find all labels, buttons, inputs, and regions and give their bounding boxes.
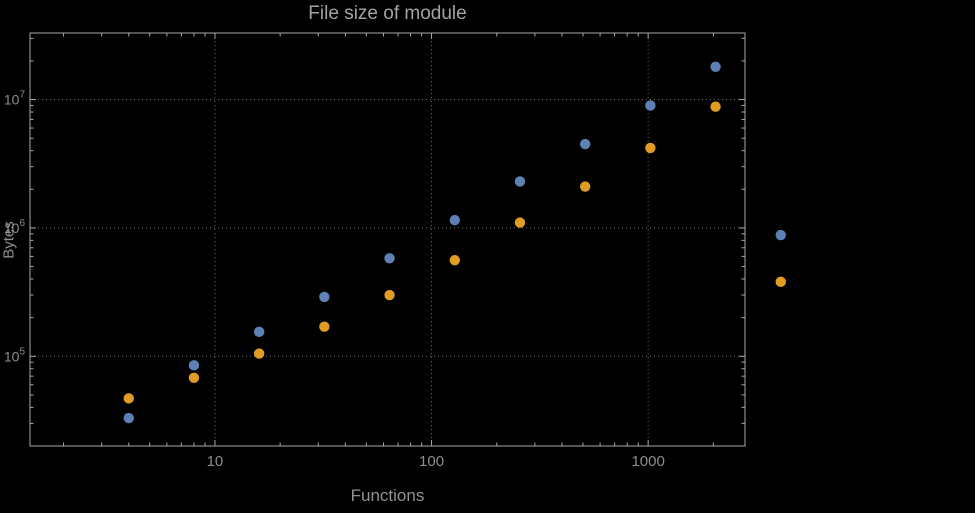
data-point-series-2-orange-x4096: [775, 276, 786, 288]
data-point-series-2-orange-x512: [579, 181, 591, 192]
x-tick-label-10: 10: [207, 453, 224, 470]
x-axis-label: Functions: [350, 486, 425, 505]
data-point-series-2-orange-x2048: [710, 101, 721, 112]
data-point-series-2-orange-x16: [253, 348, 265, 359]
data-point-series-2-orange-x32: [319, 321, 330, 332]
data-point-series-2-orange-x256: [514, 217, 526, 228]
data-point-series-1-blue-x16: [253, 326, 265, 338]
data-point-series-1-blue-x128: [449, 214, 460, 226]
x-tick-label-1000: 1000: [631, 453, 664, 470]
data-point-series-1-blue-x1024: [645, 100, 656, 111]
chart-title: File size of module: [308, 3, 467, 24]
plot-frame: [29, 32, 746, 447]
data-point-series-2-orange-x128: [449, 255, 460, 266]
data-point-series-2-orange-x1024: [645, 142, 656, 154]
data-point-series-2-orange-x4: [123, 393, 134, 404]
y-tick-label-100000: 105: [4, 346, 26, 364]
data-point-series-1-blue-x32: [319, 291, 330, 303]
data-point-series-1-blue-x512: [579, 138, 591, 150]
y-tick-label-1000000: 106: [4, 218, 26, 236]
x-tick-label-100: 100: [419, 453, 444, 470]
data-point-series-1-blue-x4096: [775, 229, 786, 241]
data-point-series-2-orange-x64: [384, 289, 395, 301]
data-point-series-1-blue-x64: [384, 253, 395, 264]
y-tick-label-10000000: 107: [4, 90, 26, 108]
data-point-series-1-blue-x8: [188, 360, 200, 371]
data-point-series-1-blue-x2048: [710, 61, 721, 72]
data-point-series-1-blue-x256: [514, 176, 526, 187]
data-point-series-1-blue-x4: [123, 412, 134, 424]
data-point-series-2-orange-x8: [188, 372, 200, 383]
